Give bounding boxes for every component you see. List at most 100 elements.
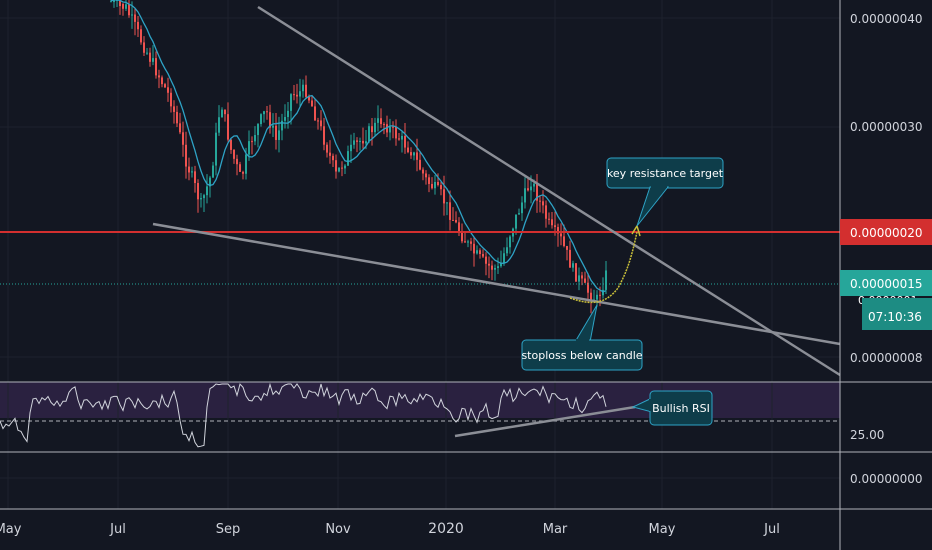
candle-body [227, 114, 229, 140]
candle-body [308, 96, 310, 101]
candle-body [233, 149, 235, 159]
candle-body [521, 202, 523, 214]
candle-body [260, 114, 262, 125]
candle-body [536, 183, 538, 201]
candle-body [281, 120, 283, 131]
candle-body [554, 225, 556, 228]
time-tick-label: Jul [763, 522, 780, 537]
candle-body [257, 124, 259, 136]
time-tick-label: Sep [216, 522, 241, 537]
candle-body [341, 167, 343, 169]
candle-body [284, 117, 286, 121]
candle-body [425, 173, 427, 178]
candle-body [206, 186, 208, 196]
candle-body [137, 21, 139, 30]
candle-body [350, 144, 352, 152]
candle-body [584, 278, 586, 283]
candle-body [269, 112, 271, 128]
candle-body [317, 120, 319, 122]
candle-body [191, 171, 193, 173]
candle-body [440, 185, 442, 190]
candle-body [533, 183, 535, 187]
level-price-badge: 0.00000020 [840, 219, 932, 245]
candle-body [182, 132, 184, 145]
candle-body [155, 58, 157, 76]
candle-body [563, 236, 565, 247]
candle-body [122, 3, 124, 9]
candle-body [209, 177, 211, 187]
candle-body [194, 171, 196, 184]
candle-body [509, 236, 511, 248]
candle-body [200, 198, 202, 200]
candle-body [275, 125, 277, 140]
time-tick-label: May [649, 522, 676, 537]
candle-body [287, 110, 289, 118]
candle-body [515, 214, 517, 229]
candle-body [311, 100, 313, 107]
annotation-stoploss[interactable]: stoploss below candle [521, 304, 643, 371]
current-price-text: 0.00000015 [850, 277, 923, 291]
candle-body [395, 126, 397, 139]
candle-body [188, 166, 190, 173]
candle-body [362, 140, 364, 144]
candle-body [167, 87, 169, 93]
time-tick-label: Mar [543, 522, 568, 537]
candle-body [134, 14, 136, 22]
price-tick-label: 0.00000040 [850, 12, 923, 26]
candle-body [245, 154, 247, 174]
annotation-bullish-rsi-text: Bullish RSI [652, 402, 710, 415]
candle-body [527, 188, 529, 191]
candle-body [548, 218, 550, 220]
candle-body [149, 52, 151, 62]
candle-body [383, 124, 385, 126]
candle-body [464, 241, 466, 243]
price-tick-label: 0.00000008 [850, 351, 923, 365]
candle-body [422, 169, 424, 174]
candle-body [365, 141, 367, 144]
candle-body [467, 241, 469, 243]
candle-body [230, 139, 232, 150]
candle-body [314, 106, 316, 121]
candle-body [437, 182, 439, 186]
annotation-resistance[interactable]: key resistance target [606, 157, 724, 227]
candle-body [416, 152, 418, 160]
candle-body [332, 155, 334, 161]
candle-body [224, 109, 226, 115]
candle-body [368, 126, 370, 142]
rsi-line [0, 382, 607, 448]
current-price-badge: 0.00000015 0.0000001 07:10:36 [840, 270, 932, 330]
annotation-bullish-rsi[interactable]: Bullish RSI [631, 390, 713, 426]
candle-body [170, 92, 172, 107]
candle-body [119, 0, 121, 7]
candle-body [419, 159, 421, 170]
candle-body [470, 241, 472, 244]
upper-trendline[interactable] [257, 5, 841, 377]
candle-body [143, 42, 145, 53]
candle-body [476, 250, 478, 254]
candle-body [428, 177, 430, 184]
candle-body [110, 0, 112, 2]
candle-body [293, 94, 295, 96]
candle-body [539, 200, 541, 202]
lower-trendline[interactable] [152, 222, 841, 346]
candle-body [473, 243, 475, 254]
candle-body [251, 141, 253, 143]
candle-body [455, 219, 457, 223]
level-price-text: 0.00000020 [850, 226, 923, 240]
candle-body [596, 294, 598, 300]
projection-curve [569, 231, 638, 304]
price-tick-label: 0.00000000 [850, 472, 923, 486]
annotation-stoploss-text: stoploss below candle [521, 349, 642, 362]
candle-body [413, 152, 415, 156]
candle-body [371, 126, 373, 133]
rsi-trendline[interactable] [454, 405, 636, 438]
candle-body [158, 75, 160, 78]
candle-body [131, 14, 133, 16]
candle-body [329, 152, 331, 156]
candle-body [404, 135, 406, 148]
candle-body [500, 262, 502, 267]
candle-body [335, 160, 337, 172]
